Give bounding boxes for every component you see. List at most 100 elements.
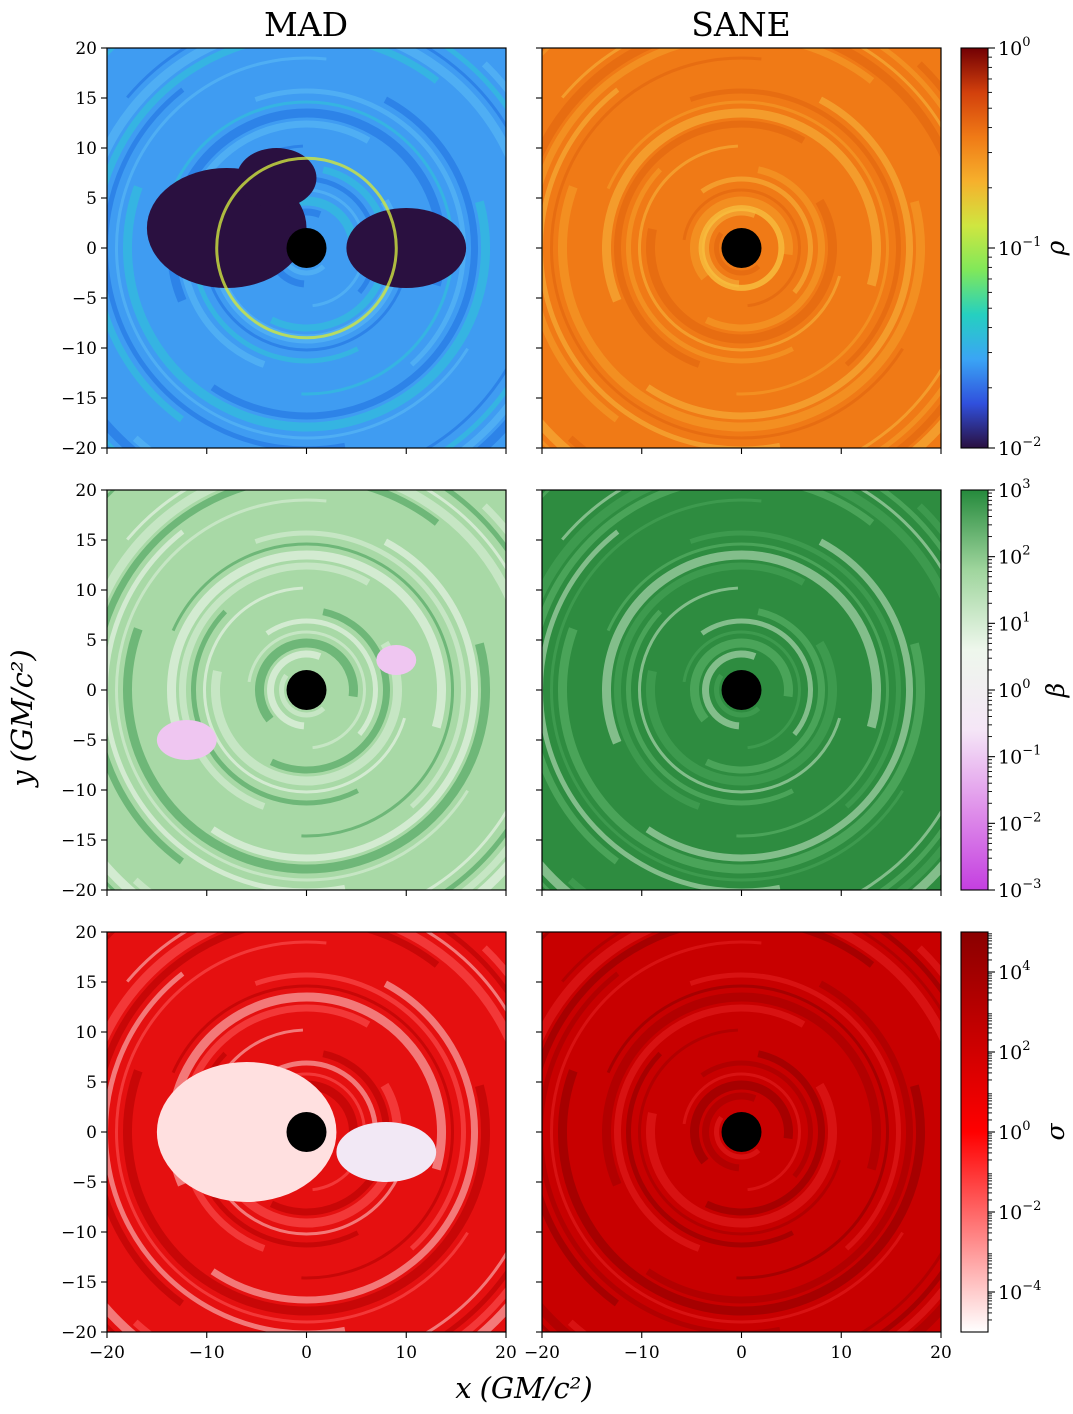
swirl-streak: [210, 538, 479, 862]
x-tick-label: 20: [930, 1343, 952, 1363]
panel-1: −20 −15 −10 −5 0 5 10 15 20: [61, 39, 507, 459]
y-tick-label: 0: [86, 681, 97, 701]
field-map: [542, 490, 941, 890]
swirl-streak: [638, 1028, 841, 1236]
swirl-streak: [254, 88, 466, 367]
swirl-streak: [123, 1069, 490, 1316]
colorbar-tick-label: 101: [998, 610, 1030, 635]
swirl-streak: [714, 673, 761, 718]
black-hole: [721, 670, 762, 710]
swirl-streak: [682, 630, 801, 750]
y-tick-label: 5: [86, 1073, 97, 1093]
x-tick-label: 0: [736, 1343, 747, 1363]
swirl-streak: [567, 61, 941, 448]
swirl-streak: [549, 940, 904, 1324]
y-tick-label: 10: [75, 581, 97, 601]
swirl-streak: [645, 538, 914, 862]
swirl-streak: [558, 1069, 925, 1316]
y-tick-label: 10: [75, 139, 97, 159]
y-tick-label: 20: [75, 481, 97, 501]
swirl-streak: [132, 503, 506, 890]
swirl-streak: [689, 530, 901, 809]
y-tick-label: −20: [61, 1323, 97, 1343]
x-tick-label: 10: [395, 1343, 417, 1363]
swirl-streak: [646, 1082, 837, 1228]
field-feature: [156, 1062, 337, 1202]
swirl-streak: [132, 945, 506, 1332]
swirl-streak: [704, 1050, 826, 1216]
field-feature: [346, 208, 467, 288]
swirl-streak: [690, 1080, 793, 1165]
swirl-streak: [602, 992, 881, 1187]
swirl-streak: [255, 638, 358, 723]
swirl-streak: [646, 198, 837, 344]
colorbar-tick-label: 102: [998, 1039, 1030, 1064]
swirl-streak: [638, 586, 841, 794]
swirl-streak: [171, 542, 454, 838]
swirl-streak: [626, 167, 794, 364]
swirl-streak: [558, 185, 925, 432]
y-tick-label: −5: [72, 289, 97, 309]
field-feature: [236, 148, 317, 208]
swirl-streak: [567, 503, 941, 890]
y-tick-label: 5: [86, 189, 97, 209]
y-tick-label: −10: [61, 1223, 97, 1243]
y-tick-label: 20: [75, 923, 97, 943]
x-tick-label: −10: [189, 1343, 225, 1363]
swirl-streak: [626, 1051, 794, 1248]
colorbar-label: β: [1041, 683, 1070, 698]
colorbar-label: σ: [1041, 1123, 1070, 1141]
swirl-streak: [254, 530, 466, 809]
swirl-streak: [107, 529, 346, 890]
swirl-streak: [682, 188, 801, 308]
panel-3: −20 −15 −10 −5 0 5 10 15 20: [61, 481, 507, 901]
swirl-streak: [542, 48, 875, 423]
swirl-streak: [704, 608, 825, 774]
swirl-streak: [115, 498, 469, 882]
colorbar-tick-label: 10−2: [998, 810, 1041, 835]
swirl-streak: [700, 618, 813, 736]
colorbar-tick-label: 10−2: [998, 1199, 1041, 1224]
swirl-streak: [114, 940, 469, 1324]
swirl-streak: [542, 932, 875, 1307]
colorbar-tick-label: 100: [998, 677, 1030, 702]
x-axis-symbol: x: [455, 1371, 471, 1405]
colorbar-3: 104 102 100 10−2 10−4 σ: [960, 931, 1070, 1333]
y-axis-label: y (GM/c²): [5, 649, 39, 789]
column-title-sane: SANE: [691, 5, 790, 44]
colorbar-tick-label: 10−4: [998, 1279, 1041, 1304]
swirl-streak: [558, 627, 925, 874]
x-axis-units: (GM/c²): [480, 1371, 593, 1405]
swirl-streak: [107, 490, 440, 865]
swirl-streak: [690, 196, 793, 281]
swirl-streak: [542, 971, 781, 1332]
colorbar-gradient: [960, 489, 989, 891]
field-map: [107, 48, 506, 448]
swirl-streak: [210, 980, 478, 1304]
swirl-streak: [645, 96, 914, 420]
swirl-streak: [279, 673, 326, 718]
swirl-streak: [700, 1060, 813, 1178]
swirl-streak: [638, 144, 841, 352]
panel-5: −20 −15 −10 −5 0 5 10 15 20 −20 −10 0 10 20: [61, 923, 517, 1363]
swirl-streak: [211, 640, 402, 786]
swirl-streak: [614, 120, 806, 368]
swirl-streak: [265, 618, 378, 736]
swirl-streak: [171, 984, 454, 1280]
swirl-streak: [542, 490, 875, 865]
y-tick-label: 15: [75, 973, 97, 993]
y-axis-symbol: y: [5, 770, 39, 789]
y-tick-label: −15: [61, 389, 97, 409]
field-map: [542, 48, 941, 448]
x-tick-label: 20: [495, 1343, 517, 1363]
swirl-streak: [626, 609, 794, 806]
swirl-streak: [203, 586, 406, 794]
y-tick-label: 0: [86, 239, 97, 259]
swirl-streak: [602, 550, 881, 745]
swirl-streak: [682, 1072, 801, 1192]
black-hole: [721, 1112, 762, 1152]
swirl-streak: [550, 498, 904, 882]
swirl-streak: [254, 972, 466, 1251]
colorbar-tick-label: 10−1: [998, 235, 1041, 260]
